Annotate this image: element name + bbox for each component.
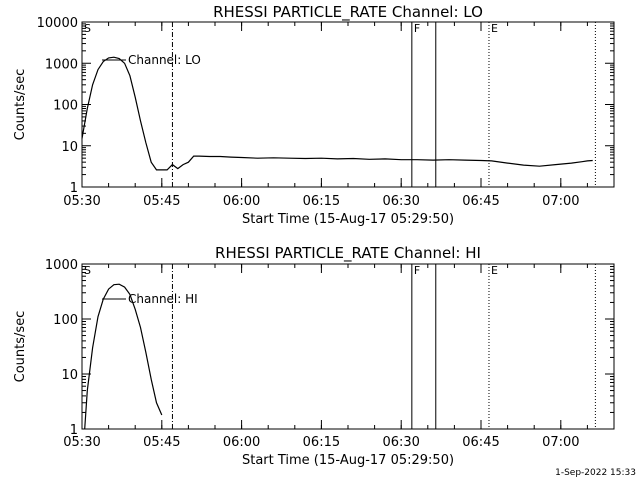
event-marker-label: S xyxy=(84,22,91,35)
x-tick-label: 06:00 xyxy=(223,435,260,450)
footer-timestamp: 1-Sep-2022 15:33 xyxy=(555,468,636,478)
legend-label: Channel: LO xyxy=(128,53,201,67)
data-series-line xyxy=(81,56,593,171)
y-axis-label: Counts/sec xyxy=(13,311,28,383)
x-tick-label: 06:15 xyxy=(303,435,340,450)
x-tick-label: 06:30 xyxy=(382,435,419,450)
event-marker-label: E xyxy=(491,22,498,35)
y-tick-label: 1 xyxy=(70,181,78,196)
y-tick-label: 10 xyxy=(61,140,78,155)
legend-label: Channel: HI xyxy=(128,292,198,306)
x-tick-label: 05:45 xyxy=(143,435,180,450)
x-tick-label: 06:30 xyxy=(382,194,419,209)
y-tick-label: 1000 xyxy=(45,258,78,273)
x-axis-label: Start Time (15-Aug-17 05:29:50) xyxy=(242,453,454,468)
x-tick-label: 06:45 xyxy=(462,194,499,209)
y-axis-label: Counts/sec xyxy=(13,69,28,141)
x-tick-label: 05:30 xyxy=(63,435,100,450)
y-tick-label: 10000 xyxy=(37,16,78,31)
event-marker-label: E xyxy=(491,264,498,277)
x-tick-label: 05:30 xyxy=(63,194,100,209)
y-tick-label: 100 xyxy=(53,313,78,328)
chart-title: RHESSI PARTICLE_RATE Channel: LO xyxy=(213,3,483,22)
hi-channel-plot: RHESSI PARTICLE_RATE Channel: HI 05:30 05:… xyxy=(13,244,615,468)
x-tick-label: 05:45 xyxy=(143,194,180,209)
event-marker-label: F xyxy=(414,22,420,35)
y-tick-label: 10 xyxy=(61,368,78,383)
y-tick-label: 1000 xyxy=(45,57,78,72)
x-tick-label: 06:15 xyxy=(303,194,340,209)
x-axis-label: Start Time (15-Aug-17 05:29:50) xyxy=(242,212,454,227)
y-tick-label: 1 xyxy=(70,423,78,438)
x-tick-label: 06:00 xyxy=(223,194,260,209)
chart-title: RHESSI PARTICLE_RATE Channel: HI xyxy=(215,244,481,263)
x-tick-label: 07:00 xyxy=(542,435,579,450)
x-tick-label: 07:00 xyxy=(542,194,579,209)
event-marker-label: S xyxy=(84,264,91,277)
y-tick-label: 100 xyxy=(53,99,78,114)
event-marker-label: F xyxy=(414,264,420,277)
lo-channel-plot: RHESSI PARTICLE_RATE Channel: LO 05:30 05:… xyxy=(13,3,615,227)
data-series-line xyxy=(84,283,163,430)
x-tick-label: 06:45 xyxy=(462,435,499,450)
